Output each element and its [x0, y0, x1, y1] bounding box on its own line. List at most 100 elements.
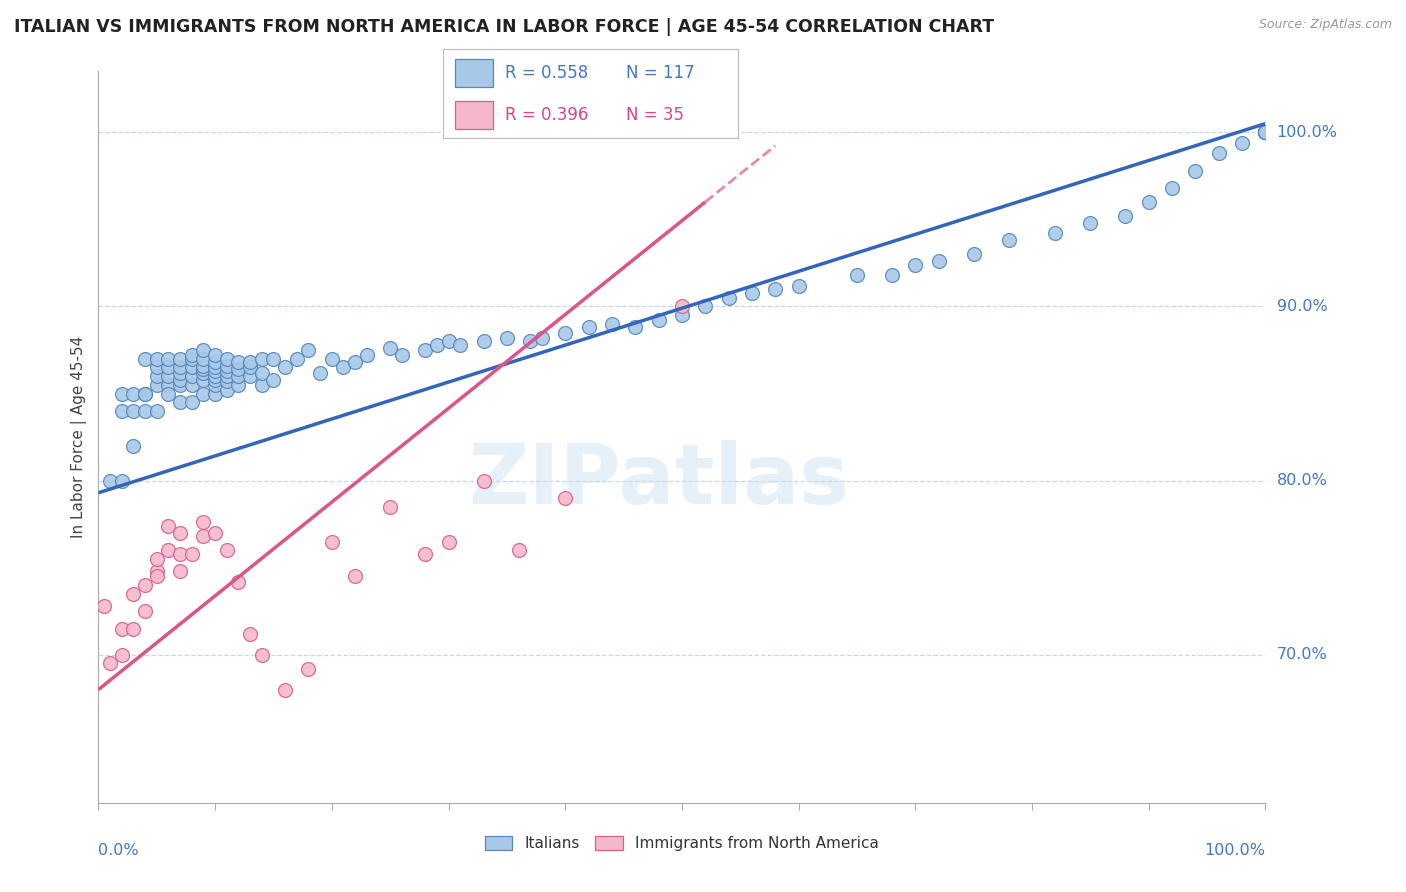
Point — [356, 348, 378, 362]
Text: 80.0%: 80.0% — [1277, 473, 1327, 488]
Point — [134, 351, 156, 366]
Text: N = 35: N = 35 — [626, 106, 683, 124]
Point — [228, 362, 250, 376]
Point — [193, 516, 215, 530]
Point — [111, 386, 134, 401]
Point — [193, 362, 215, 376]
Point — [193, 343, 215, 357]
Point — [695, 300, 717, 314]
Text: ITALIAN VS IMMIGRANTS FROM NORTH AMERICA IN LABOR FORCE | AGE 45-54 CORRELATION : ITALIAN VS IMMIGRANTS FROM NORTH AMERICA… — [14, 18, 994, 36]
Point — [624, 320, 647, 334]
Point — [134, 604, 156, 618]
Point — [321, 351, 343, 366]
Point — [169, 360, 191, 375]
Point — [1254, 125, 1277, 139]
Text: 100.0%: 100.0% — [1205, 843, 1265, 858]
Point — [449, 338, 471, 352]
Point — [578, 320, 600, 334]
Point — [122, 622, 145, 636]
Point — [169, 351, 191, 366]
Point — [332, 360, 354, 375]
Point — [1184, 163, 1206, 178]
Point — [169, 373, 191, 387]
Point — [554, 491, 576, 505]
Point — [146, 552, 169, 566]
FancyBboxPatch shape — [454, 59, 494, 87]
Point — [122, 587, 145, 601]
Point — [239, 369, 262, 384]
Point — [321, 534, 343, 549]
Point — [215, 351, 238, 366]
Point — [262, 373, 284, 387]
Text: ZIPatlas: ZIPatlas — [468, 441, 849, 522]
Point — [763, 282, 786, 296]
Point — [239, 355, 262, 369]
Point — [554, 326, 576, 340]
Point — [671, 300, 693, 314]
Point — [169, 525, 191, 540]
Point — [600, 317, 623, 331]
Point — [472, 474, 495, 488]
Point — [134, 578, 156, 592]
Point — [93, 599, 115, 613]
Point — [344, 569, 367, 583]
Point — [146, 569, 169, 583]
Point — [157, 377, 180, 392]
Point — [204, 386, 226, 401]
Point — [134, 386, 156, 401]
Point — [1080, 216, 1102, 230]
Point — [297, 343, 319, 357]
Point — [426, 338, 449, 352]
Point — [274, 682, 297, 697]
Point — [344, 355, 367, 369]
Point — [228, 574, 250, 589]
Point — [157, 543, 180, 558]
Point — [928, 254, 950, 268]
Point — [215, 383, 238, 397]
Point — [169, 377, 191, 392]
Point — [146, 369, 169, 384]
Point — [413, 343, 436, 357]
Point — [204, 364, 226, 378]
Point — [215, 375, 238, 389]
Point — [157, 369, 180, 384]
Legend: Italians, Immigrants from North America: Italians, Immigrants from North America — [479, 830, 884, 857]
Point — [180, 351, 202, 366]
Point — [1254, 125, 1277, 139]
Point — [250, 377, 273, 392]
Point — [157, 519, 180, 533]
Text: 0.0%: 0.0% — [98, 843, 139, 858]
Point — [297, 662, 319, 676]
Point — [134, 404, 156, 418]
FancyBboxPatch shape — [454, 101, 494, 129]
Y-axis label: In Labor Force | Age 45-54: In Labor Force | Age 45-54 — [72, 336, 87, 538]
Point — [472, 334, 495, 349]
Point — [215, 543, 238, 558]
Point — [437, 534, 460, 549]
Point — [204, 348, 226, 362]
Point — [1254, 125, 1277, 139]
Point — [157, 351, 180, 366]
Point — [997, 233, 1019, 247]
Point — [146, 351, 169, 366]
Text: 70.0%: 70.0% — [1277, 648, 1327, 662]
Point — [122, 386, 145, 401]
Point — [146, 404, 169, 418]
Point — [904, 258, 927, 272]
Text: R = 0.396: R = 0.396 — [505, 106, 588, 124]
Point — [530, 331, 553, 345]
Point — [111, 648, 134, 662]
Point — [228, 369, 250, 384]
Point — [1254, 125, 1277, 139]
Point — [169, 547, 191, 561]
Point — [134, 386, 156, 401]
Point — [496, 331, 519, 345]
Point — [787, 278, 810, 293]
Point — [111, 474, 134, 488]
Point — [380, 341, 402, 355]
Point — [285, 351, 308, 366]
Point — [437, 334, 460, 349]
Point — [193, 366, 215, 380]
Point — [180, 369, 202, 384]
Text: R = 0.558: R = 0.558 — [505, 64, 588, 82]
